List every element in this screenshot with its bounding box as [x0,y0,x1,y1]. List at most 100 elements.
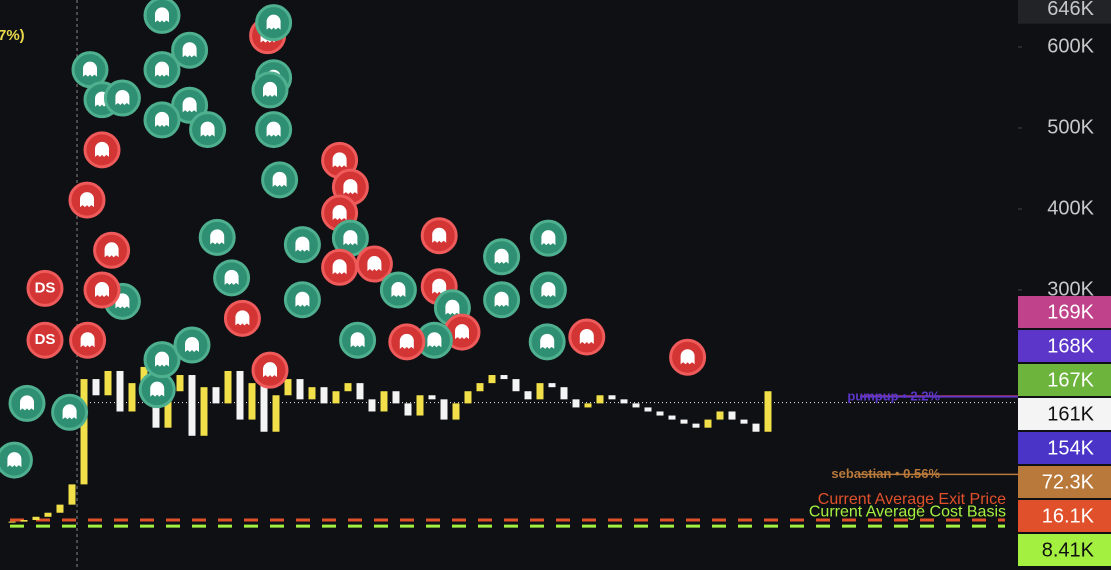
trade-bubble [528,323,566,361]
candle [212,387,220,404]
price-tag [1018,330,1111,362]
trade-bubble [143,101,181,139]
candle [80,379,88,485]
trade-bubble [669,338,707,376]
trade-bubble [143,341,181,379]
candle [128,383,136,412]
bubble-icon [343,230,358,246]
bubble-icon [494,248,509,264]
bubble-icon [210,229,225,245]
trade-bubble [388,323,426,361]
bubble-icon [80,332,95,348]
trade-bubble [331,219,369,257]
trade-bubble [223,299,261,337]
trade-bubble [283,281,321,319]
trade-bubble [71,51,109,89]
candle [512,379,520,392]
trade-bubble [103,79,141,117]
trade-bubble [420,217,458,255]
candle [560,387,568,400]
trade-bubble [93,231,131,269]
candle [20,520,28,522]
bubble-icon [182,42,197,58]
trade-bubble [379,271,417,309]
line-note: Current Average Cost Basis [809,503,1006,520]
candle [44,512,52,517]
trader-note: pumpup • 2.2% [847,388,940,403]
candle [224,370,232,404]
price-tag-label: 169K [1047,301,1094,323]
bubble-icon [350,332,365,348]
bubble-icon [272,171,287,187]
trade-bubble [143,51,181,89]
bubble-icon [266,14,281,30]
trade-bubble: DS [26,321,64,359]
bubble-icon [367,256,382,272]
trade-bubble [198,218,236,256]
candle [344,383,352,392]
candle [764,391,772,432]
candle [200,387,208,436]
candle [572,399,580,408]
candle [140,366,148,384]
bubble-icon [263,362,277,378]
price-tag-label: 72.3K [1042,471,1095,493]
candle [596,395,604,404]
bubble-icon [224,269,239,285]
trade-bubble [251,71,289,109]
trade-bubble [255,4,293,42]
trade-bubble: DS [26,269,64,307]
candle [404,403,412,416]
y-tick-label: 300K [1047,278,1094,300]
price-tag [1018,534,1111,566]
candle [740,419,748,424]
candle [716,411,724,420]
high-label-box [1018,0,1111,24]
candle [284,379,292,396]
bubble-icon [332,205,347,221]
bubble-icon [427,332,442,348]
bubble-icon [541,230,556,246]
price-tag [1018,432,1111,464]
trade-bubble [51,393,89,431]
y-tick-label: 400K [1047,197,1094,219]
bubble-icon [680,349,695,365]
trade-bubble [443,313,481,351]
bubble-icon [80,192,94,208]
candle [608,395,616,400]
candle [236,370,244,420]
price-tag-label: 16.1K [1042,505,1095,527]
bubble-icon [185,337,199,353]
bubble-icon [20,395,34,411]
trade-bubble [321,248,359,286]
candle [68,484,76,505]
candle [752,423,760,432]
candle [56,504,64,513]
bubble-icon [541,281,556,297]
trade-bubble [529,271,567,309]
price-tag-label: 8.41K [1042,539,1095,561]
bubble-icon [155,61,169,77]
trade-bubble [283,226,321,264]
trader-note: sebastian • 0.56% [831,466,940,481]
bubble-icon [83,61,97,77]
candle [632,403,640,408]
candle [440,399,448,420]
high-label: 646K [1047,0,1094,20]
candle [92,379,100,396]
bubble-icon [579,328,594,344]
candle [464,391,472,404]
trade-bubble [0,441,33,479]
candle [692,423,700,428]
trade-bubble [68,181,106,219]
corner-text: 7%) [0,27,25,44]
trade-bubble [8,384,46,422]
bubble-icon [445,299,460,315]
candle [368,399,376,412]
bubble-icon [332,259,347,275]
candle [320,387,328,404]
bubble-icon [104,242,119,258]
candle [668,415,676,420]
bubble-icon [432,227,447,243]
trade-bubble [83,131,121,169]
